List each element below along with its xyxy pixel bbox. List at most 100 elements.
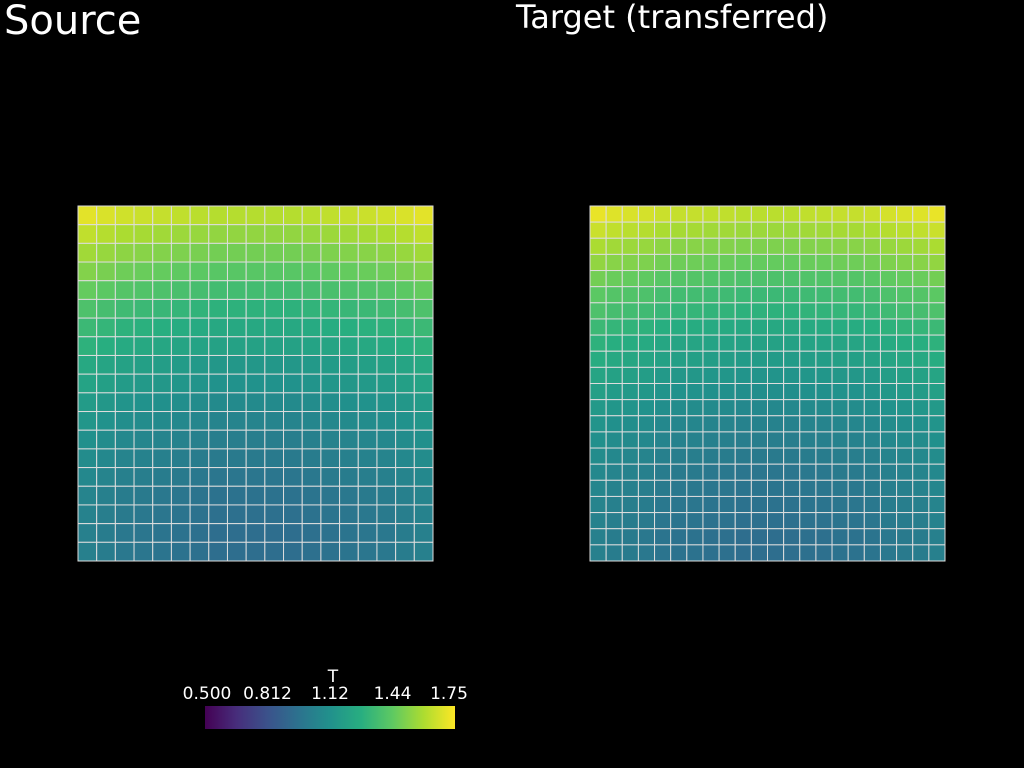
mesh-cell — [413, 448, 434, 469]
mesh-cell — [654, 431, 672, 449]
mesh-cell — [589, 447, 607, 465]
mesh-cell — [654, 318, 672, 336]
mesh-cell — [589, 528, 607, 546]
mesh-cell — [152, 242, 172, 263]
mesh-cell — [245, 523, 266, 543]
mesh-cell — [589, 270, 607, 288]
mesh-cell — [114, 429, 135, 450]
mesh-cell — [718, 334, 736, 352]
mesh-cell — [96, 354, 116, 375]
mesh-cell — [686, 544, 704, 562]
mesh-cell — [301, 392, 322, 413]
mesh-cell — [654, 544, 672, 562]
mesh-cell — [863, 447, 881, 465]
mesh-cell — [283, 336, 303, 356]
mesh-cell — [702, 447, 720, 465]
mesh-cell — [896, 463, 914, 481]
mesh-cell — [77, 242, 98, 263]
mesh-cell — [189, 317, 210, 338]
mesh-cell — [413, 224, 434, 244]
mesh-cell — [152, 429, 172, 450]
mesh-cell — [357, 336, 378, 356]
mesh-cell — [637, 431, 656, 449]
mesh-cell — [815, 237, 833, 255]
mesh-cell — [783, 463, 801, 481]
mesh-cell — [783, 253, 801, 272]
mesh-cell — [170, 336, 191, 356]
mesh-cell — [928, 463, 946, 481]
mesh-cell — [96, 373, 116, 394]
mesh-cell — [339, 541, 359, 562]
mesh-cell — [702, 253, 720, 272]
mesh-cell — [208, 373, 228, 394]
mesh-cell — [114, 205, 135, 226]
mesh-cell — [928, 286, 946, 304]
mesh-cell — [376, 467, 397, 487]
mesh-cell — [226, 541, 247, 562]
mesh-cell — [767, 463, 785, 481]
mesh-cell — [339, 280, 359, 300]
mesh-cell — [912, 221, 930, 239]
mesh-cell — [152, 504, 172, 525]
mesh-cell — [589, 544, 607, 562]
mesh-cell — [320, 205, 341, 226]
mesh-cell — [912, 528, 930, 546]
mesh-cell — [621, 399, 639, 417]
mesh-cell — [750, 495, 769, 514]
mesh-cell — [783, 237, 801, 255]
mesh-cell — [750, 237, 769, 255]
mesh-cell — [226, 429, 247, 450]
mesh-cell — [96, 541, 116, 562]
mesh-cell — [879, 431, 898, 449]
mesh-cell — [264, 205, 285, 226]
mesh-cell — [686, 528, 704, 546]
mesh-cell — [357, 541, 378, 562]
mesh-cell — [605, 318, 623, 336]
mesh-cell — [245, 261, 266, 282]
mesh-cell — [264, 373, 285, 394]
mesh-cell — [301, 280, 322, 300]
mesh-cell — [879, 528, 898, 546]
mesh-cell — [339, 373, 359, 394]
mesh-cell — [208, 224, 228, 244]
mesh-cell — [320, 523, 341, 543]
mesh-cell — [637, 383, 656, 401]
mesh-cell — [767, 237, 785, 255]
mesh-cell — [605, 479, 623, 497]
mesh-cell — [734, 334, 752, 352]
mesh-cell — [170, 429, 191, 450]
mesh-cell — [783, 221, 801, 239]
mesh-cell — [133, 298, 154, 319]
mesh-cell — [621, 253, 639, 272]
mesh-cell — [189, 242, 210, 263]
mesh-cell — [670, 350, 688, 368]
mesh-cell — [357, 354, 378, 375]
mesh-cell — [605, 447, 623, 465]
mesh-cell — [339, 336, 359, 356]
mesh-cell — [912, 302, 930, 320]
mesh-cell — [413, 523, 434, 543]
mesh-cell — [896, 512, 914, 530]
mesh-cell — [718, 205, 736, 223]
mesh-cell — [114, 280, 135, 300]
mesh-cell — [114, 411, 135, 431]
mesh-cell — [189, 411, 210, 431]
mesh-cell — [928, 431, 946, 449]
mesh-cell — [264, 224, 285, 244]
mesh-cell — [152, 392, 172, 413]
mesh-cell — [686, 431, 704, 449]
mesh-cell — [718, 431, 736, 449]
mesh-cell — [152, 411, 172, 431]
mesh-cell — [114, 504, 135, 525]
mesh-cell — [734, 221, 752, 239]
mesh-cell — [734, 399, 752, 417]
mesh-cell — [189, 298, 210, 319]
mesh-cell — [734, 415, 752, 433]
mesh-cell — [702, 431, 720, 449]
mesh-cell — [863, 463, 881, 481]
mesh-cell — [831, 302, 849, 320]
mesh-cell — [245, 280, 266, 300]
mesh-cell — [767, 221, 785, 239]
mesh-cell — [767, 479, 785, 497]
mesh-cell — [799, 415, 817, 433]
